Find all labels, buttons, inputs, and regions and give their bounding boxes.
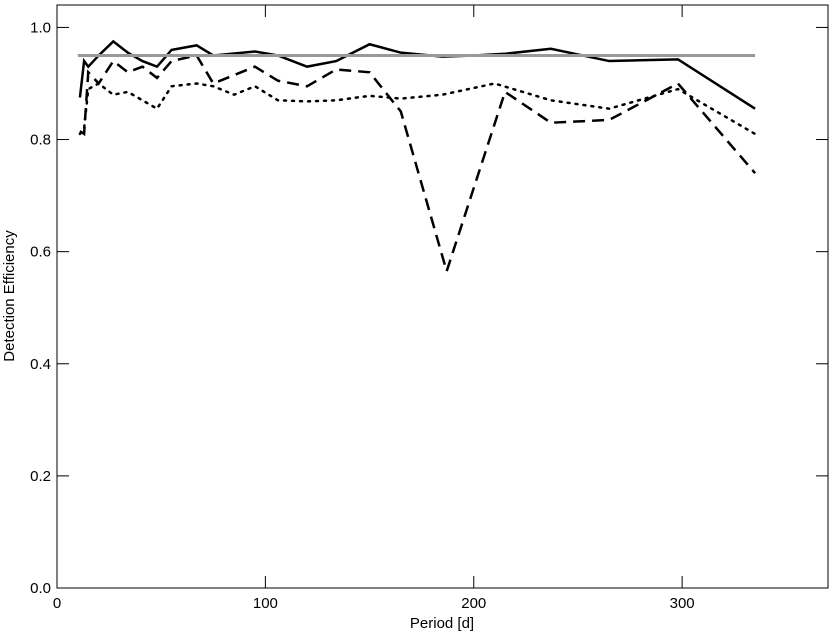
y-tick-label: 0.8 (30, 132, 51, 149)
y-tick-label: 0.0 (30, 580, 51, 597)
y-tick-label: 0.6 (30, 244, 51, 261)
x-tick-label: 300 (670, 595, 695, 612)
y-tick-label: 0.2 (30, 468, 51, 485)
y-tick-label: 1.0 (30, 19, 51, 36)
y-axis-label: Detection Efficiency (1, 230, 18, 362)
y-tick-label: 0.4 (30, 356, 51, 373)
x-tick-label: 0 (53, 595, 61, 612)
plot-frame (56, 4, 829, 589)
series-line (78, 39, 756, 110)
series-line (79, 54, 757, 276)
x-tick-label: 200 (461, 595, 486, 612)
series-line (78, 81, 757, 136)
x-tick-label: 100 (253, 595, 278, 612)
x-axis-label: Period [d] (410, 615, 474, 632)
